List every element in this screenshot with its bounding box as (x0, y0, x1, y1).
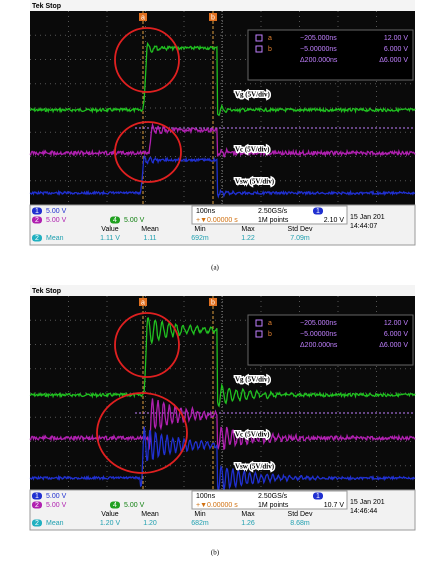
trigger-level: 2.10 V (324, 217, 345, 224)
channel-id: 4 (113, 502, 117, 509)
readout-volt: 6.000 V (384, 46, 408, 53)
trigger-level: 10.7 V (324, 502, 345, 509)
sample-rate: 2.50GS/s (258, 208, 288, 215)
sample-rate: 2.50GS/s (258, 493, 288, 500)
channel-scale: 5.00 V (46, 208, 67, 215)
stat-header: Min (194, 226, 205, 233)
readout-time: −5.00000ns (300, 331, 337, 338)
channel-id: 1 (35, 493, 39, 500)
stat-value: 1.11 V (100, 235, 120, 242)
readout-volt: 12.00 V (384, 320, 408, 327)
waveform-label: Vc (5V/div) (235, 431, 270, 439)
stat-label: Mean (46, 235, 64, 242)
record-length: 1M points (258, 502, 289, 509)
channel-id: 1 (35, 208, 39, 215)
stat-header: Max (241, 511, 255, 518)
time: 14:44:07 (350, 223, 377, 230)
stat-value: 8.68m (290, 520, 310, 527)
date: 15 Jan 201 (350, 214, 385, 221)
readout-time: −205.000ns (300, 35, 337, 42)
stat-header: Mean (141, 511, 159, 518)
stat-value: 692m (191, 235, 209, 242)
stat-value: 1.20 V (100, 520, 121, 527)
stat-header: Value (101, 511, 118, 518)
readout-marker: a (268, 35, 272, 42)
waveform-label: Vg (5V/div) (235, 376, 270, 384)
cursor-marker: a (141, 299, 145, 306)
channel-id: 2 (35, 520, 39, 527)
readout-volt: 12.00 V (384, 35, 408, 42)
stat-header: Std Dev (288, 226, 313, 233)
readout-volt: Δ6.000 V (379, 57, 408, 64)
stat-value: 1.11 (143, 235, 156, 242)
channel-id: 4 (113, 217, 117, 224)
stat-header: Min (194, 511, 205, 518)
status-text: Tek Stop (32, 3, 61, 10)
readout-volt: Δ6.000 V (379, 342, 408, 349)
record-length: 1M points (258, 217, 289, 224)
cursor-marker: a (141, 14, 145, 21)
stat-header: Std Dev (288, 511, 313, 518)
channel-scale: 5.00 V (124, 502, 145, 509)
readout-marker: a (268, 320, 272, 327)
trigger-position: +▼0.00000 s (196, 502, 238, 509)
time: 14:46:44 (350, 508, 377, 515)
readout-time: Δ200.000ns (300, 342, 338, 349)
stat-header: Value (101, 226, 118, 233)
cursor-marker: b (211, 14, 215, 21)
stat-header: Max (241, 226, 255, 233)
status-text: Tek Stop (32, 288, 61, 295)
readout-time: −205.000ns (300, 320, 337, 327)
caption: (b) (211, 549, 220, 557)
channel-id: 2 (35, 217, 39, 224)
trigger-position: +▼0.00000 s (196, 217, 238, 224)
stat-header: Mean (141, 226, 159, 233)
channel-id: 1 (316, 493, 320, 500)
stat-label: Mean (46, 520, 64, 527)
readout-marker: b (268, 331, 272, 338)
channel-scale: 5.00 V (46, 493, 67, 500)
channel-id: 1 (316, 208, 320, 215)
status-bar (30, 0, 415, 11)
timebase: 100ns (196, 208, 216, 215)
caption: (a) (211, 264, 219, 272)
stat-value: 1.20 (143, 520, 157, 527)
readout-time: −5.00000ns (300, 46, 337, 53)
waveform-label: Vsw (5V/div) (235, 178, 275, 186)
stat-value: 1.22 (241, 235, 255, 242)
figure: Tek Stopaba−205.000ns12.00 Vb−5.00000ns6… (0, 0, 421, 572)
cursor-marker: b (211, 299, 215, 306)
channel-id: 2 (35, 502, 39, 509)
page: Tek Stopaba−205.000ns12.00 Vb−5.00000ns6… (0, 0, 421, 572)
waveform-label: Vc (5V/div) (235, 146, 270, 154)
status-bar (30, 285, 415, 296)
channel-scale: 5.00 V (46, 217, 67, 224)
stat-value: 1.26 (241, 520, 255, 527)
readout-marker: b (268, 46, 272, 53)
readout-volt: 6.000 V (384, 331, 408, 338)
channel-scale: 5.00 V (46, 502, 67, 509)
channel-scale: 5.00 V (124, 217, 145, 224)
timebase: 100ns (196, 493, 216, 500)
stat-value: 7.09m (290, 235, 310, 242)
stat-value: 682m (191, 520, 209, 527)
readout-time: Δ200.000ns (300, 57, 338, 64)
waveform-label: Vsw (5V/div) (235, 463, 275, 471)
waveform-label: Vg (5V/div) (235, 91, 270, 99)
channel-id: 2 (35, 235, 39, 242)
date: 15 Jan 201 (350, 499, 385, 506)
